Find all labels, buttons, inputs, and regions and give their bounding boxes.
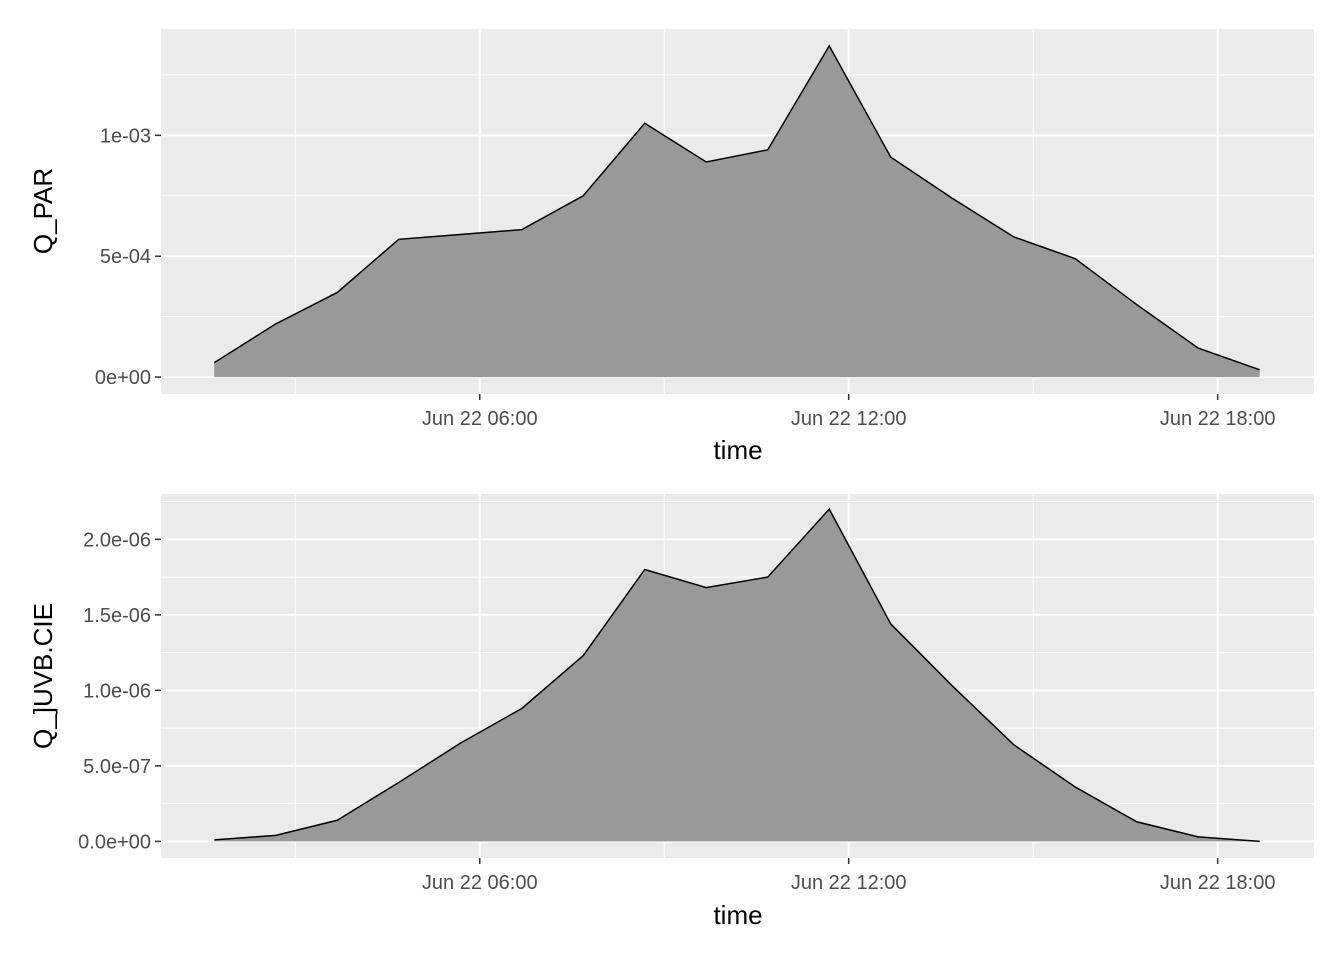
y-tick-label: 2.0e-06 xyxy=(83,529,151,551)
y-tick-label: 0.0e+00 xyxy=(78,831,151,853)
chart-panel-1: 0e+00 5e-04 1e-03 Jun 22 06:00 Jun 22 12:00 J… xyxy=(28,29,1314,465)
x-tick-label: Jun 22 06:00 xyxy=(422,408,538,430)
y-axis-title: Q_]UVB.CIE xyxy=(28,603,58,749)
y-tick-label: 0e+00 xyxy=(95,367,151,389)
x-tick-label: Jun 22 12:00 xyxy=(791,408,907,430)
y-axis-title: Q_PAR xyxy=(28,168,58,254)
y-tick-label: 5.0e-07 xyxy=(83,756,151,778)
y-tick-label: 1.5e-06 xyxy=(83,605,151,627)
chart-panel-2: 0.0e+00 5.0e-07 1.0e-06 1.5e-06 2.0e-06 Jun 2… xyxy=(28,494,1314,930)
y-tick-label: 5e-04 xyxy=(100,246,151,268)
x-axis-title: time xyxy=(713,435,762,465)
x-tick-label: Jun 22 12:00 xyxy=(791,872,907,894)
x-tick-label: Jun 22 18:00 xyxy=(1160,408,1276,430)
x-axis-title: time xyxy=(713,900,762,930)
y-tick-label: 1.0e-06 xyxy=(83,680,151,702)
x-tick-label: Jun 22 18:00 xyxy=(1160,872,1276,894)
y-tick-label: 1e-03 xyxy=(100,125,151,147)
x-tick-label: Jun 22 06:00 xyxy=(422,872,538,894)
